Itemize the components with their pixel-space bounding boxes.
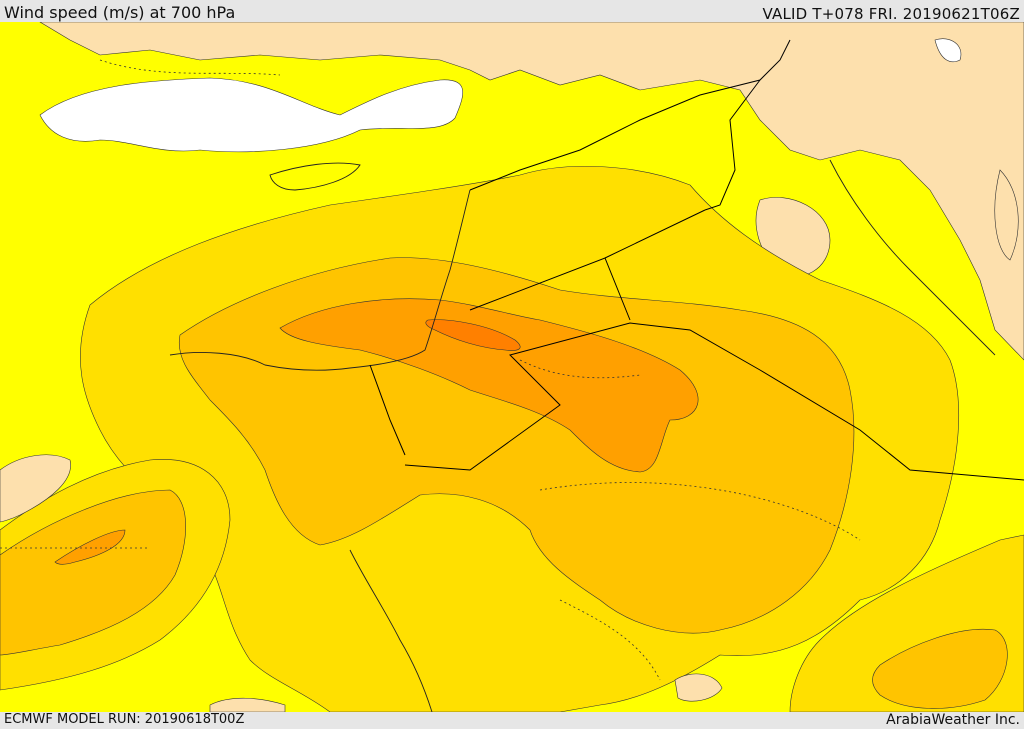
coastline-gulf [829,159,996,356]
band-orange-main [279,298,699,473]
band-amber-southwest [0,489,186,656]
sea-black [39,77,464,153]
border-iraq-iran [704,79,761,211]
tan-north [39,22,1024,361]
sea-caspian-piece [934,38,962,63]
border-jordan-saudi [404,322,1024,481]
dotted-boundary-5 [99,59,281,76]
tan-patch-southwest [209,697,286,712]
header-bar: Wind speed (m/s) at 700 hPa VALID T+078 … [0,0,1024,23]
wind-speed-map[interactable] [0,22,1024,712]
dotted-boundary-4 [559,599,661,681]
tan-far-east [994,169,1019,261]
border-iraq-saudi-eastline [604,209,706,259]
footer-bar: ECMWF MODEL RUN: 20190618T00Z ArabiaWeat… [0,712,1024,729]
border-syria-turkey [469,39,791,191]
model-run-label: ECMWF MODEL RUN: 20190618T00Z [4,712,245,727]
band-orange-southwest [54,529,126,565]
valid-time: VALID T+078 FRI. 20190621T06Z [762,5,1020,23]
tan-patch-south [674,673,723,702]
cyprus-outline [269,162,361,191]
band-amber-southeast [872,628,1008,709]
band-dark-orange [425,319,521,351]
credit-label: ArabiaWeather Inc. [886,712,1020,728]
coastline-redsea [349,549,433,712]
coastline-levant [169,189,471,371]
border-egypt-israel [369,364,406,456]
tan-patch-west [0,454,71,523]
band-amber-main [178,257,855,634]
dotted-boundary-2 [539,482,861,541]
map-title: Wind speed (m/s) at 700 hPa [4,3,236,22]
